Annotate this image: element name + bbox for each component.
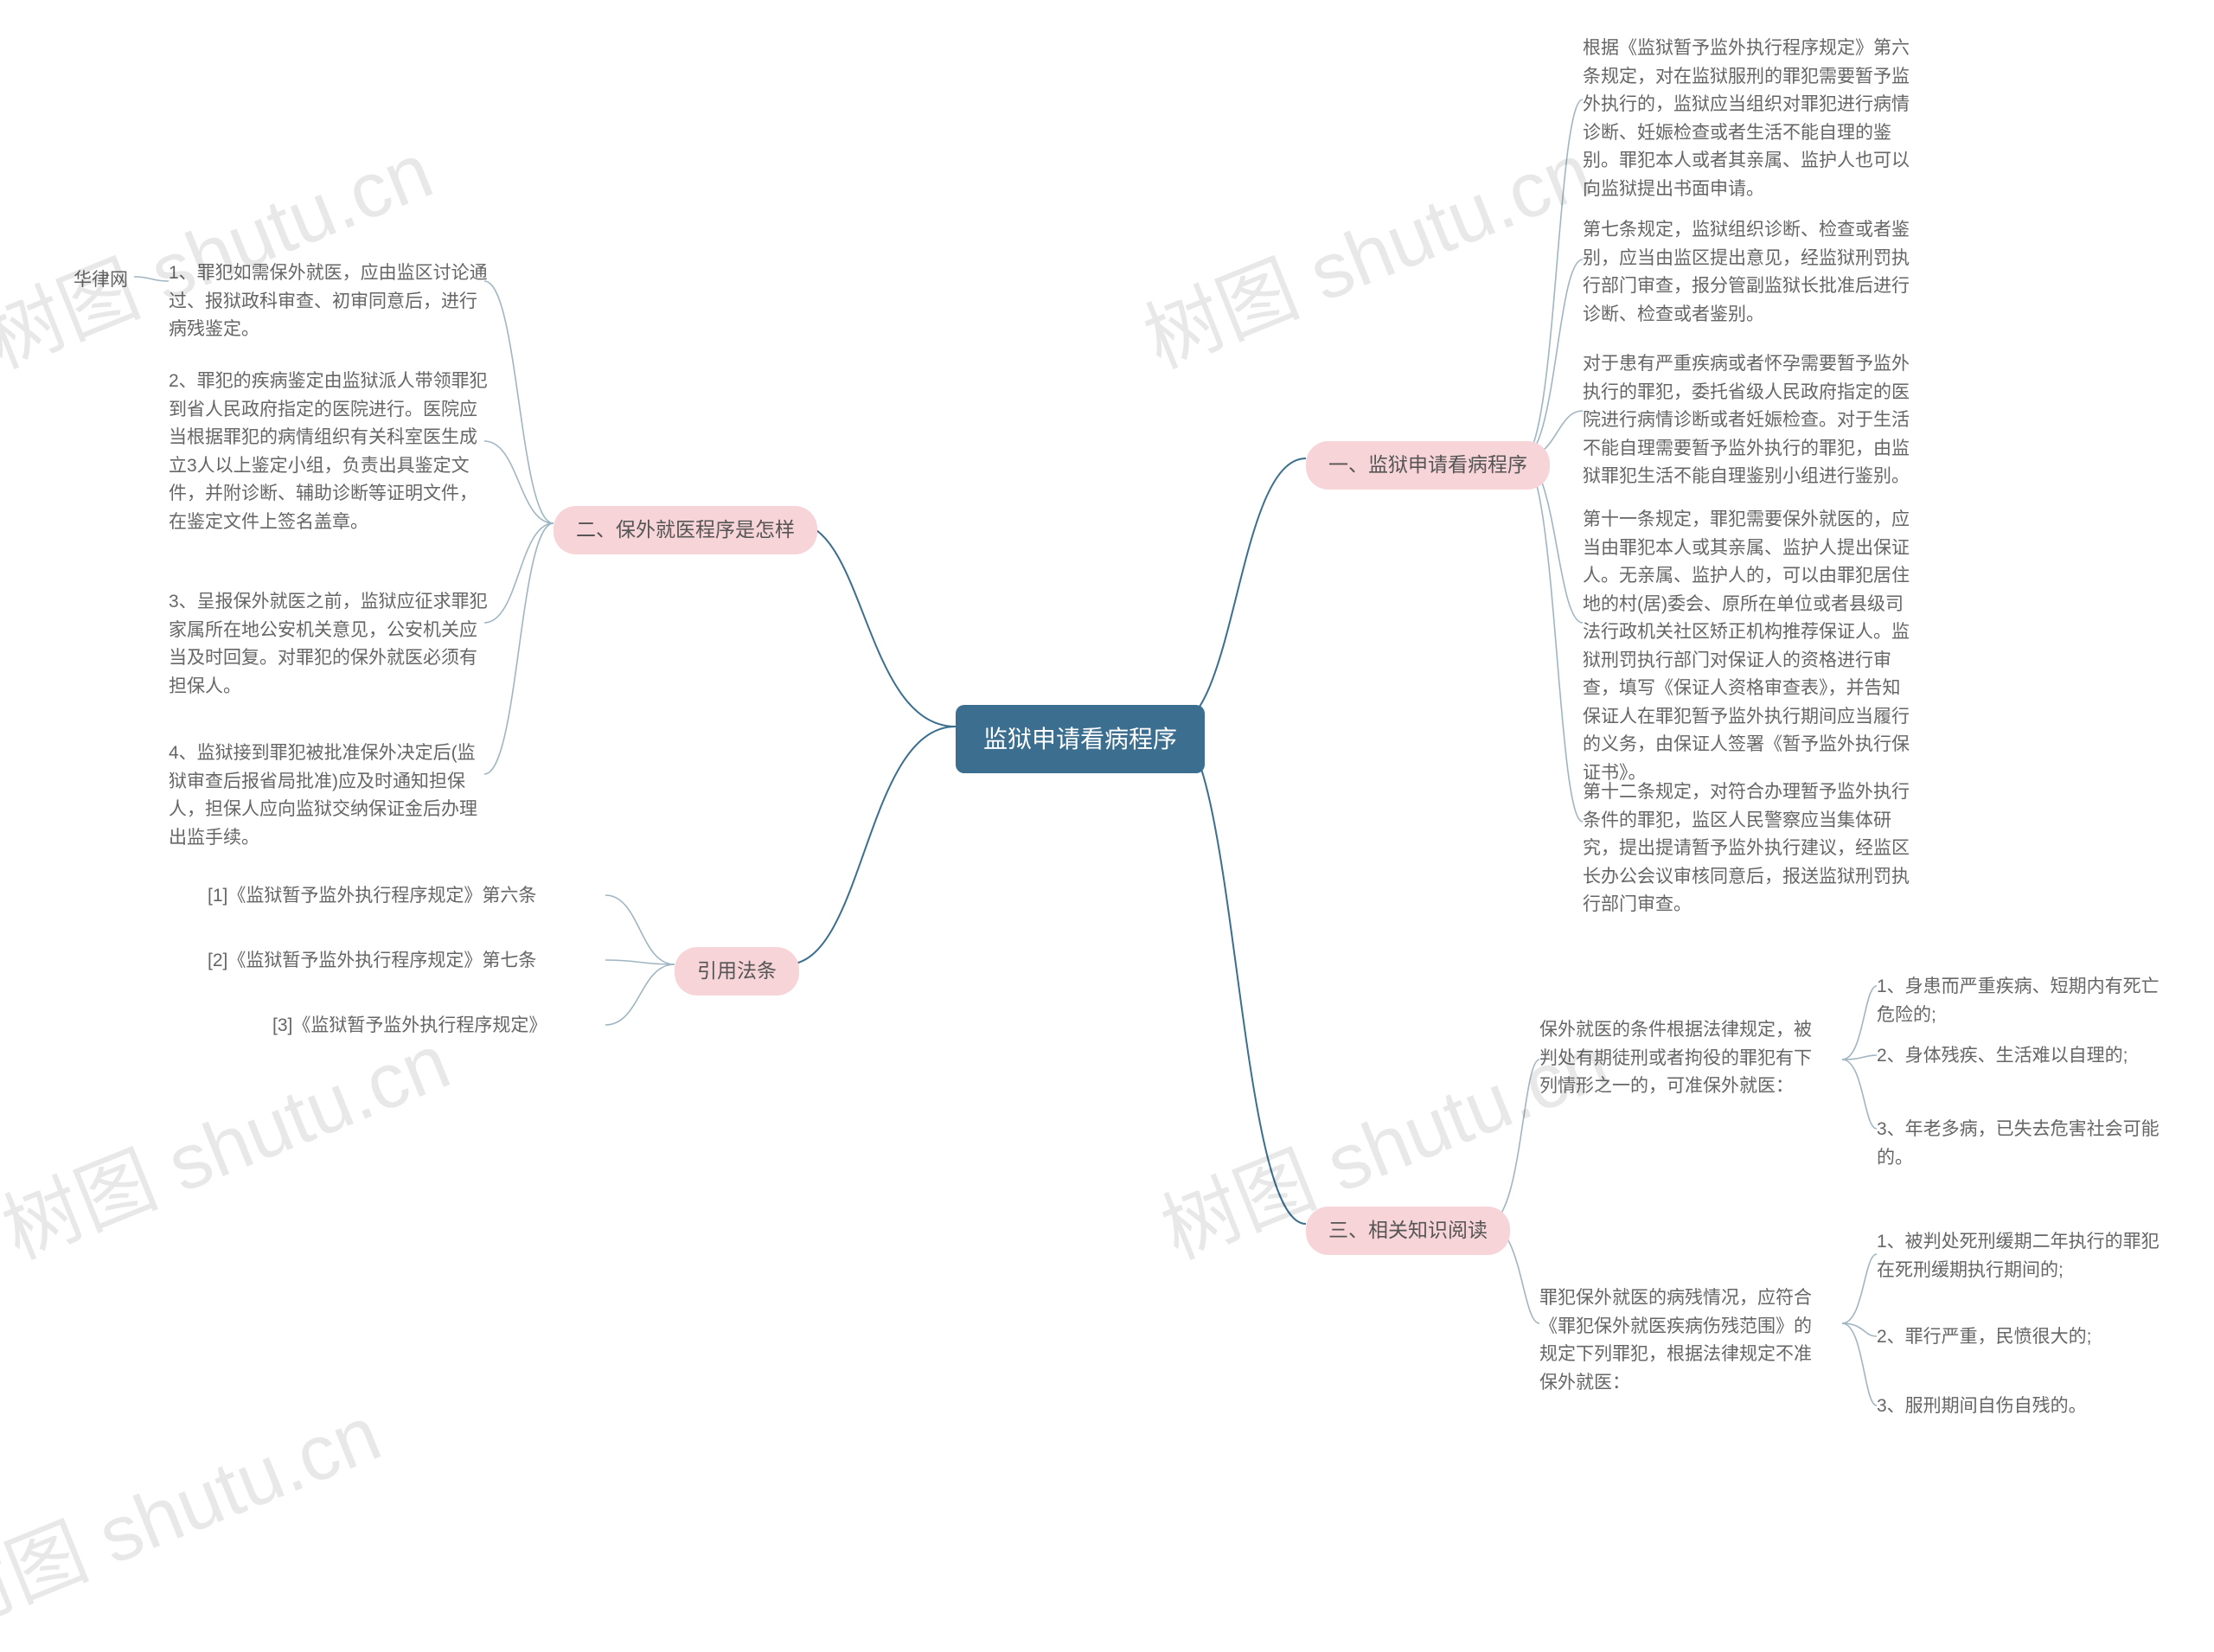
branch-2-leaf-1-sub-2: 3、服刑期间自伤自残的。 — [1877, 1393, 2087, 1421]
branch-3-leaf-0-extra: 华律网 — [74, 266, 128, 295]
branch-2-header: 三、相关知识阅读 — [1306, 1207, 1510, 1255]
branch-1-leaf-2: 对于患有严重疾病或者怀孕需要暂予监外执行的罪犯，委托省级人民政府指定的医院进行病… — [1583, 350, 1911, 491]
branch-3-leaf-0: 1、罪犯如需保外就医，应由监区讨论通过、报狱政科审查、初审同意后，进行病残鉴定。 — [169, 259, 489, 344]
branch-1-leaf-4: 第十二条规定，对符合办理暂予监外执行条件的罪犯，监区人民警察应当集体研究，提出提… — [1583, 778, 1911, 919]
branch-4-leaf-0: [1]《监狱暂予监外执行程序规定》第六条 — [208, 882, 536, 911]
center-node: 监狱申请看病程序 — [956, 705, 1205, 773]
branch-4-leaf-2: [3]《监狱暂予监外执行程序规定》 — [272, 1012, 547, 1041]
branch-2-leaf-1: 罪犯保外就医的病残情况，应符合《罪犯保外就医疾病伤残范围》的规定下列罪犯，根据法… — [1539, 1284, 1825, 1397]
branch-1-leaf-1: 第七条规定，监狱组织诊断、检查或者鉴别，应当由监区提出意见，经监狱刑罚执行部门审… — [1583, 216, 1911, 329]
watermark-1: 树图 shutu.cn — [1125, 108, 1604, 389]
branch-2-leaf-0-sub-2: 3、年老多病，已失去危害社会可能的。 — [1877, 1116, 2162, 1172]
branch-2-leaf-0: 保外就医的条件根据法律规定，被判处有期徒刑或者拘役的罪犯有下列情形之一的，可准保… — [1539, 1016, 1825, 1101]
branch-1-leaf-3: 第十一条规定，罪犯需要保外就医的，应当由罪犯本人或其亲属、监护人提出保证人。无亲… — [1583, 506, 1911, 787]
branch-1-header: 一、监狱申请看病程序 — [1306, 441, 1550, 490]
branch-2-leaf-0-sub-0: 1、身患而严重疾病、短期内有死亡危险的; — [1877, 973, 2162, 1029]
branch-3-header: 二、保外就医程序是怎样 — [554, 506, 817, 554]
branch-2-leaf-1-sub-0: 1、被判处死刑缓期二年执行的罪犯在死刑缓期执行期间的; — [1877, 1228, 2162, 1284]
branch-3-leaf-1: 2、罪犯的疾病鉴定由监狱派人带领罪犯到省人民政府指定的医院进行。医院应当根据罪犯… — [169, 368, 489, 536]
branch-2-leaf-1-sub-1: 2、罪行严重，民愤很大的; — [1877, 1323, 2092, 1352]
branch-3-leaf-3: 4、监狱接到罪犯被批准保外决定后(监狱审查后报省局批准)应及时通知担保人，担保人… — [169, 740, 489, 852]
branch-4-header: 引用法条 — [675, 947, 799, 996]
branch-3-leaf-2: 3、呈报保外就医之前，监狱应征求罪犯家属所在地公安机关意见，公安机关应当及时回复… — [169, 588, 489, 701]
branch-1-leaf-0: 根据《监狱暂予监外执行程序规定》第六条规定，对在监狱服刑的罪犯需要暂予监外执行的… — [1583, 35, 1911, 203]
mindmap-canvas: 监狱申请看病程序 一、监狱申请看病程序 根据《监狱暂予监外执行程序规定》第六条规… — [0, 0, 2214, 1463]
branch-4-leaf-1: [2]《监狱暂予监外执行程序规定》第七条 — [208, 947, 536, 976]
branch-2-leaf-0-sub-1: 2、身体残疾、生活难以自理的; — [1877, 1042, 2128, 1071]
watermark-0: 树图 shutu.cn — [0, 108, 446, 389]
watermark-4: 树图 shutu.cn — [0, 1371, 394, 1652]
watermark-2: 树图 shutu.cn — [0, 999, 464, 1280]
